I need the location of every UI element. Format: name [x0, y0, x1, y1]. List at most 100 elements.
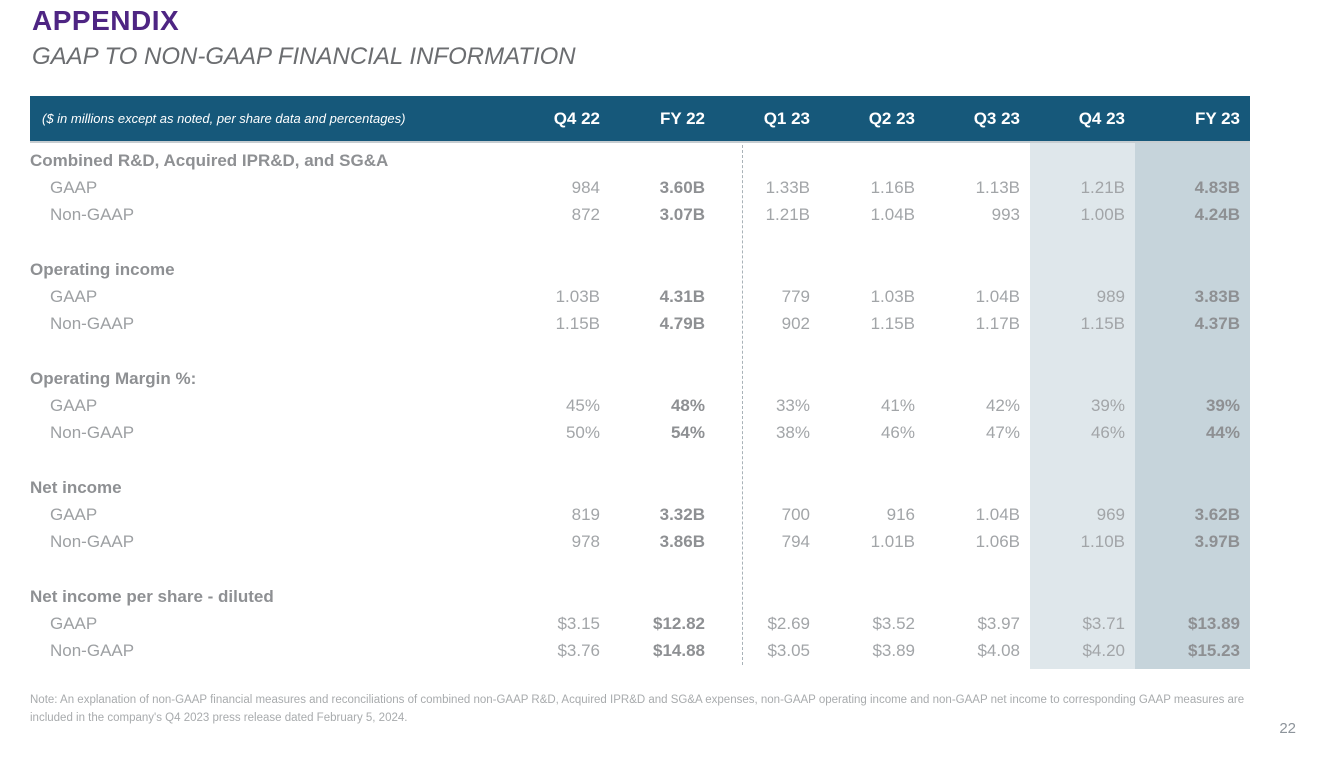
section-title: Combined R&D, Acquired IPR&D, and SG&A	[30, 151, 389, 170]
section-title: Operating Margin %:	[30, 369, 197, 388]
table-header-row: ($ in millions except as noted, per shar…	[30, 96, 1250, 143]
value-cell: 38%	[775, 423, 810, 442]
financial-table: ($ in millions except as noted, per shar…	[30, 96, 1250, 669]
row-label: GAAP	[50, 614, 98, 633]
value-cell: 984	[571, 178, 600, 197]
column-header: Q4 23	[1078, 108, 1125, 128]
value-cell: 1.06B	[975, 532, 1020, 551]
row-label: Non-GAAP	[50, 532, 135, 551]
table-row: GAAP 984 3.60B 1.33B 1.16B 1.13B 1.21B 4.83B	[30, 174, 1250, 201]
value-cell: $4.20	[1082, 641, 1125, 660]
value-cell: 978	[571, 532, 600, 551]
value-cell: $3.97	[977, 614, 1020, 633]
value-cell: $15.23	[1188, 641, 1240, 660]
page-title: APPENDIX	[32, 5, 180, 36]
value-cell: 700	[781, 505, 810, 524]
value-cell: 779	[781, 287, 810, 306]
value-cell: 1.15B	[870, 314, 915, 333]
value-cell: 1.13B	[975, 178, 1020, 197]
column-divider	[742, 145, 743, 665]
value-cell: 3.60B	[659, 178, 705, 197]
value-cell: $3.76	[557, 641, 600, 660]
section-title: Operating income	[30, 260, 175, 279]
q4-23-highlight-band	[1030, 141, 1135, 669]
value-cell: 1.21B	[765, 205, 810, 224]
section-title: Net income per share - diluted	[30, 587, 274, 606]
column-header: Q2 23	[868, 108, 915, 128]
value-cell: 4.31B	[659, 287, 705, 306]
column-header: FY 22	[659, 108, 705, 128]
value-cell: 902	[781, 314, 810, 333]
value-cell: $3.15	[557, 614, 600, 633]
column-header: Q3 23	[973, 108, 1020, 128]
value-cell: $3.71	[1082, 614, 1125, 633]
value-cell: 44%	[1205, 423, 1240, 442]
value-cell: 3.32B	[659, 505, 705, 524]
value-cell: 1.33B	[765, 178, 810, 197]
value-cell: 1.01B	[870, 532, 915, 551]
value-cell: 1.17B	[975, 314, 1020, 333]
value-cell: 993	[991, 205, 1020, 224]
value-cell: 989	[1096, 287, 1125, 306]
value-cell: 1.00B	[1080, 205, 1125, 224]
value-cell: 1.21B	[1080, 178, 1125, 197]
value-cell: 46%	[1090, 423, 1125, 442]
value-cell: 3.83B	[1194, 287, 1240, 306]
value-cell: 41%	[880, 396, 915, 415]
table-section: Net income GAAP 819 3.32B 700 916 1.04B 969 3.62…	[30, 474, 1250, 555]
value-cell: 1.03B	[870, 287, 915, 306]
table-row: Non-GAAP 978 3.86B 794 1.01B 1.06B 1.10B 3.97B	[30, 528, 1250, 555]
value-cell: 3.86B	[659, 532, 705, 551]
row-label: GAAP	[50, 505, 98, 524]
value-cell: 46%	[880, 423, 915, 442]
value-cell: $3.89	[872, 641, 915, 660]
row-label: Non-GAAP	[50, 641, 135, 660]
value-cell: $3.05	[767, 641, 810, 660]
value-cell: 872	[571, 205, 600, 224]
value-cell: 4.83B	[1194, 178, 1240, 197]
value-cell: 1.15B	[555, 314, 600, 333]
value-cell: $12.82	[653, 614, 705, 633]
value-cell: 969	[1096, 505, 1125, 524]
value-cell: $4.08	[977, 641, 1020, 660]
row-label: GAAP	[50, 396, 98, 415]
value-cell: 4.24B	[1194, 205, 1240, 224]
value-cell: 50%	[565, 423, 600, 442]
table-row: GAAP 45% 48% 33% 41% 42% 39% 39%	[30, 392, 1250, 419]
value-cell: 4.37B	[1194, 314, 1240, 333]
table-body: Combined R&D, Acquired IPR&D, and SG&A GA…	[30, 147, 1250, 669]
page-number: 22	[1279, 720, 1296, 737]
footnote: Note: An explanation of non-GAAP financi…	[30, 694, 1245, 724]
value-cell: 1.15B	[1080, 314, 1125, 333]
section-title: Net income	[30, 478, 122, 497]
value-cell: 3.62B	[1194, 505, 1240, 524]
value-cell: 3.97B	[1194, 532, 1240, 551]
value-cell: 39%	[1205, 396, 1240, 415]
row-label: Non-GAAP	[50, 423, 135, 442]
value-cell: 819	[571, 505, 600, 524]
value-cell: 916	[886, 505, 915, 524]
value-cell: 1.04B	[975, 287, 1020, 306]
value-cell: $13.89	[1188, 614, 1240, 633]
column-header: FY 23	[1194, 108, 1240, 128]
value-cell: 39%	[1090, 396, 1125, 415]
row-label: GAAP	[50, 287, 98, 306]
table-section: Operating Margin %: GAAP 45% 48% 33% 41% 42% 39…	[30, 365, 1250, 446]
value-cell: 1.10B	[1080, 532, 1125, 551]
page-subtitle: GAAP TO NON-GAAP FINANCIAL INFORMATION	[32, 43, 576, 70]
column-header: Q4 22	[553, 108, 600, 128]
value-cell: 3.07B	[659, 205, 705, 224]
table-row: Non-GAAP 1.15B 4.79B 902 1.15B 1.17B 1.15B 4.37…	[30, 310, 1250, 337]
table-section: Operating income GAAP 1.03B 4.31B 779 1.03B 1.…	[30, 256, 1250, 337]
value-cell: $14.88	[653, 641, 705, 660]
table-section: Net income per share - diluted GAAP $3.15 $…	[30, 583, 1250, 664]
table-row: Non-GAAP $3.76 $14.88 $3.05 $3.89 $4.08 $4.20 $…	[30, 637, 1250, 664]
value-cell: $3.52	[872, 614, 915, 633]
table-section: Combined R&D, Acquired IPR&D, and SG&A GA…	[30, 147, 1250, 228]
value-cell: 33%	[775, 396, 810, 415]
row-label: Non-GAAP	[50, 314, 135, 333]
table-row: GAAP 819 3.32B 700 916 1.04B 969 3.62B	[30, 501, 1250, 528]
unit-label: ($ in millions except as noted, per shar…	[42, 111, 406, 126]
table-row: Non-GAAP 872 3.07B 1.21B 1.04B 993 1.00B 4.24B	[30, 201, 1250, 228]
value-cell: 1.16B	[870, 178, 915, 197]
